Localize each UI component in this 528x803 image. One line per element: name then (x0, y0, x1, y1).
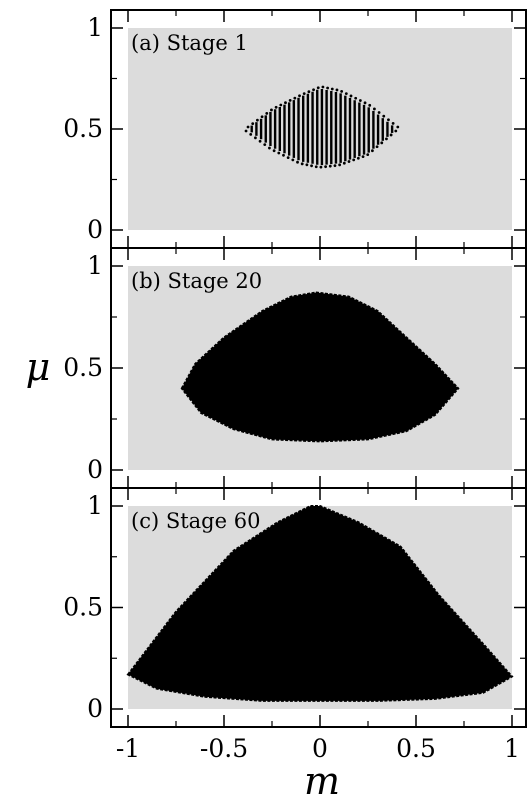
panel-3: 0 0.5 1 -1 -0.5 0 0.5 1 (c) Stage 60 (63, 487, 527, 763)
region-point (382, 114, 386, 118)
region-point (298, 94, 301, 98)
region-point (244, 129, 248, 133)
region-point (356, 156, 360, 160)
region-fill (180, 291, 460, 443)
region-point (270, 108, 273, 112)
region-point (385, 137, 388, 141)
region-point (328, 164, 332, 168)
panels: 0 0.5 1 (a) Stage 1 0 0.5 1 (b) Stage 20 0 0.5 1 -1… (63, 9, 527, 763)
y-tick-label: 1 (87, 251, 103, 280)
region-point (279, 103, 283, 107)
region-point (358, 99, 362, 102)
region-point (260, 115, 264, 119)
region-point (284, 101, 287, 105)
plot-background (128, 28, 512, 230)
x-axis-label: m (304, 759, 340, 803)
region-point (274, 105, 278, 109)
region-point (335, 88, 339, 92)
panel-label: (a) Stage 1 (131, 31, 248, 55)
y-tick-label: 1 (87, 13, 103, 42)
region-strips (244, 85, 400, 169)
region-point (326, 86, 329, 90)
panel-label: (b) Stage 20 (131, 269, 262, 293)
y-tick-label: 0.5 (63, 593, 103, 622)
region-point (371, 149, 374, 153)
y-tick-label: 0 (87, 455, 103, 484)
region-point (319, 165, 323, 169)
region-point (324, 165, 327, 169)
region-point (307, 90, 311, 94)
region-point (286, 156, 290, 160)
region-point (340, 89, 344, 93)
region-point (272, 149, 276, 153)
region-point (391, 121, 395, 125)
x-tick-label: -0.5 (200, 734, 248, 763)
region-point (366, 153, 370, 157)
region-point (263, 143, 267, 147)
region-point (387, 118, 390, 122)
region-point (361, 155, 365, 159)
y-tick-label: 0.5 (63, 114, 103, 143)
region-point (344, 92, 348, 96)
y-tick-label: 1 (87, 491, 103, 520)
region-point (342, 161, 346, 165)
region-point (368, 103, 372, 107)
region-point (333, 164, 337, 168)
region-point (373, 107, 376, 111)
region-point (352, 158, 356, 162)
panel-2: 0 0.5 1 (b) Stage 20 (63, 247, 527, 489)
region-point (310, 164, 313, 168)
region-point (321, 85, 325, 89)
region-point (254, 136, 257, 140)
region-point (258, 139, 262, 143)
region-point (296, 160, 299, 164)
region-point (316, 86, 320, 90)
region-point (380, 141, 384, 145)
region-point (349, 94, 353, 98)
x-tick-label: 0.5 (396, 734, 436, 763)
x-tick-label: -1 (116, 734, 140, 763)
region-point (246, 125, 250, 129)
region-point (300, 162, 304, 166)
region-point (249, 133, 253, 136)
y-tick-label: 0.5 (63, 353, 103, 382)
region-point (268, 146, 271, 150)
region-point (396, 125, 400, 129)
region-point (389, 133, 393, 137)
region-point (314, 165, 318, 169)
y-tick-label: 0 (87, 215, 103, 244)
region-point (347, 160, 351, 163)
panel-label: (c) Stage 60 (131, 509, 260, 533)
region-point (291, 158, 295, 162)
region-point (282, 153, 285, 157)
region-point (394, 129, 398, 133)
region-point (338, 163, 342, 167)
region-point (277, 151, 281, 155)
region-point (354, 96, 358, 100)
region-point (305, 163, 309, 167)
y-axis-label: μ (26, 345, 51, 389)
y-tick-label: 0 (87, 694, 103, 723)
panel-1: 0 0.5 1 (a) Stage 1 (63, 9, 527, 249)
region-fill (126, 505, 514, 702)
x-tick-label: 1 (504, 734, 520, 763)
region-point (288, 98, 292, 102)
region-point (375, 145, 379, 149)
region-point (251, 122, 255, 125)
x-tick-label: 0 (312, 734, 328, 763)
region-point (256, 118, 259, 122)
region-point (302, 92, 306, 96)
region-point (363, 101, 367, 105)
region-point (330, 87, 334, 91)
region-point (312, 88, 315, 92)
region-point (377, 111, 381, 114)
region-point (265, 111, 269, 115)
region-point (293, 96, 297, 100)
